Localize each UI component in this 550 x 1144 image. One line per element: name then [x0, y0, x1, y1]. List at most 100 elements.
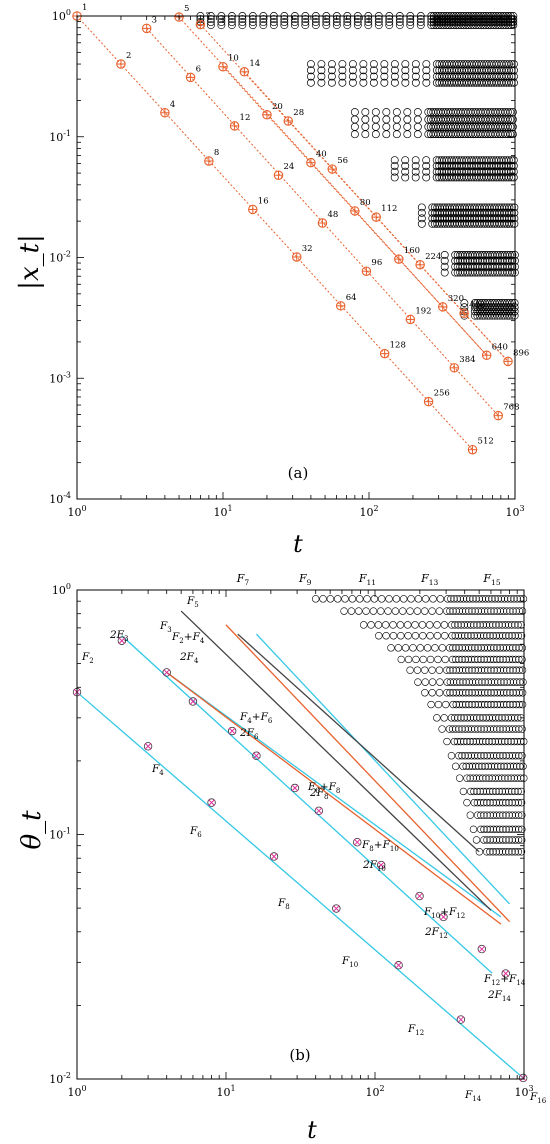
data-point: [473, 798, 482, 807]
data-point: [491, 774, 500, 782]
data-point: [427, 700, 435, 709]
data-point: [406, 607, 414, 615]
data-point: [502, 655, 510, 664]
data-point: [460, 299, 469, 307]
data-point: [401, 78, 410, 87]
point-label: 224: [425, 252, 441, 262]
data-point: [455, 607, 464, 615]
x-tick-label: 103: [505, 504, 524, 519]
data-point: [492, 621, 500, 629]
data-point: [475, 678, 483, 686]
data-point: [470, 798, 478, 807]
fit-line: [76, 691, 524, 1079]
data-point: [422, 156, 431, 165]
data-point: [498, 848, 507, 856]
data-point: [361, 122, 370, 131]
data-point: [474, 644, 482, 652]
data-point: [458, 700, 467, 709]
data-point: [504, 167, 513, 176]
data-point: [508, 621, 516, 629]
data-point: [390, 167, 399, 176]
data-point: [447, 752, 456, 760]
fib-point: [117, 636, 127, 645]
data-point: [361, 115, 370, 124]
data-point: [468, 689, 476, 697]
data-point: [469, 825, 478, 834]
data-point: [446, 689, 454, 697]
data-point: [495, 798, 504, 807]
data-point: [477, 752, 485, 760]
data-point: [499, 607, 508, 615]
data-point: [477, 811, 485, 819]
fit-line: [121, 635, 493, 974]
data-point: [409, 644, 417, 652]
data-point: [505, 303, 514, 312]
y-tick-label: 10-3: [49, 370, 71, 385]
data-point: [472, 774, 481, 782]
data-point: [479, 774, 487, 782]
top-fib-label: F7: [236, 572, 250, 587]
data-point: [489, 825, 498, 834]
data-point: [495, 787, 503, 796]
data-point: [360, 621, 368, 629]
data-point: [484, 689, 492, 697]
data-point: [380, 78, 389, 87]
data-point: [483, 655, 492, 664]
data-point: [462, 666, 470, 674]
data-point: [508, 787, 516, 796]
data-point: [508, 108, 517, 117]
data-point: [490, 678, 499, 686]
fib-point-cross: [118, 637, 126, 645]
data-point: [348, 78, 357, 87]
data-point: [463, 798, 471, 807]
data-point: [455, 700, 464, 709]
data-point: [470, 725, 479, 733]
panel-b-circles: [312, 595, 528, 856]
data-point: [482, 714, 490, 722]
data-point: [483, 811, 491, 819]
data-point: [322, 18, 331, 27]
data-point: [473, 621, 481, 629]
data-point: [503, 762, 511, 771]
data-point: [433, 632, 442, 640]
data-point: [338, 60, 347, 69]
data-point: [428, 678, 437, 686]
data-point: [317, 72, 326, 81]
data-point: [390, 161, 399, 170]
data-point: [473, 632, 482, 640]
data-point: [504, 156, 513, 165]
data-point: [458, 655, 466, 664]
trend-line: [200, 24, 509, 362]
data-point: [506, 678, 515, 686]
data-point: [448, 725, 457, 733]
data-point: [348, 60, 357, 69]
data-point: [404, 655, 413, 664]
data-point: [341, 595, 349, 603]
data-point: [503, 108, 512, 117]
data-point: [448, 632, 456, 640]
data-point: [248, 15, 257, 23]
data-point: [259, 21, 268, 30]
data-point: [326, 595, 335, 603]
data-point: [392, 130, 401, 139]
data-point: [507, 595, 515, 603]
data-point: [470, 787, 478, 796]
data-point: [248, 21, 257, 30]
data-point: [466, 595, 474, 603]
data-point: [507, 714, 516, 722]
data-point: [482, 774, 490, 782]
data-point: [485, 621, 494, 629]
data-point: [462, 762, 470, 771]
point-label: 256: [434, 389, 450, 399]
data-point: [385, 15, 394, 23]
data-point: [512, 666, 520, 674]
x-tick-label: 102: [359, 504, 378, 519]
point-label: 6: [196, 64, 201, 74]
point-label: 448: [469, 300, 485, 310]
data-point: [489, 787, 497, 796]
data-point: [508, 632, 516, 640]
fib-point: [207, 798, 216, 807]
data-point: [217, 21, 226, 30]
data-point: [517, 848, 526, 856]
fib-point-cross: [377, 861, 385, 869]
